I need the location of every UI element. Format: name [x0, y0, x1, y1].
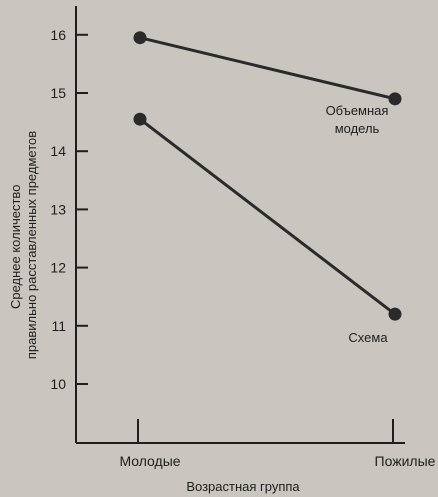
x-ticks: Молодые Пожилые: [119, 419, 436, 469]
series-line: [139, 36, 396, 101]
y-axis-title: Среднее количество правильно расставленн…: [8, 131, 39, 359]
data-point: [133, 112, 147, 126]
y-tick-label: 15: [50, 85, 66, 101]
data-point: [388, 307, 402, 321]
series-label-line: модель: [335, 121, 380, 136]
y-tick-label: 14: [50, 143, 66, 159]
y-tick-label: 11: [51, 318, 66, 334]
y-tick-label: 13: [50, 201, 66, 217]
data-point: [133, 31, 147, 45]
x-tick-label: Молодые: [119, 453, 180, 469]
series-points: [133, 31, 402, 321]
series-lines: [139, 36, 396, 316]
x-tick-label: Пожилые: [375, 453, 436, 469]
series-label: Схема: [348, 330, 388, 345]
series-label: Объемная модель: [326, 103, 389, 136]
y-axis-title-line-1: Среднее количество: [8, 185, 23, 309]
series-label-line: Схема: [348, 330, 388, 345]
y-tick-label: 10: [50, 376, 66, 392]
x-axis-title: Возрастная группа: [186, 479, 300, 494]
data-point: [388, 92, 402, 106]
y-ticks: 10 11 12 13 14 15 16: [50, 27, 88, 392]
y-tick-label: 12: [50, 260, 66, 276]
y-axis-title-line-2: правильно расставленных предметов: [24, 131, 39, 359]
series-labels: Объемная модель Схема: [326, 103, 389, 345]
series-line: [139, 117, 396, 316]
y-tick-label: 16: [50, 27, 66, 43]
series-label-line: Объемная: [326, 103, 389, 118]
